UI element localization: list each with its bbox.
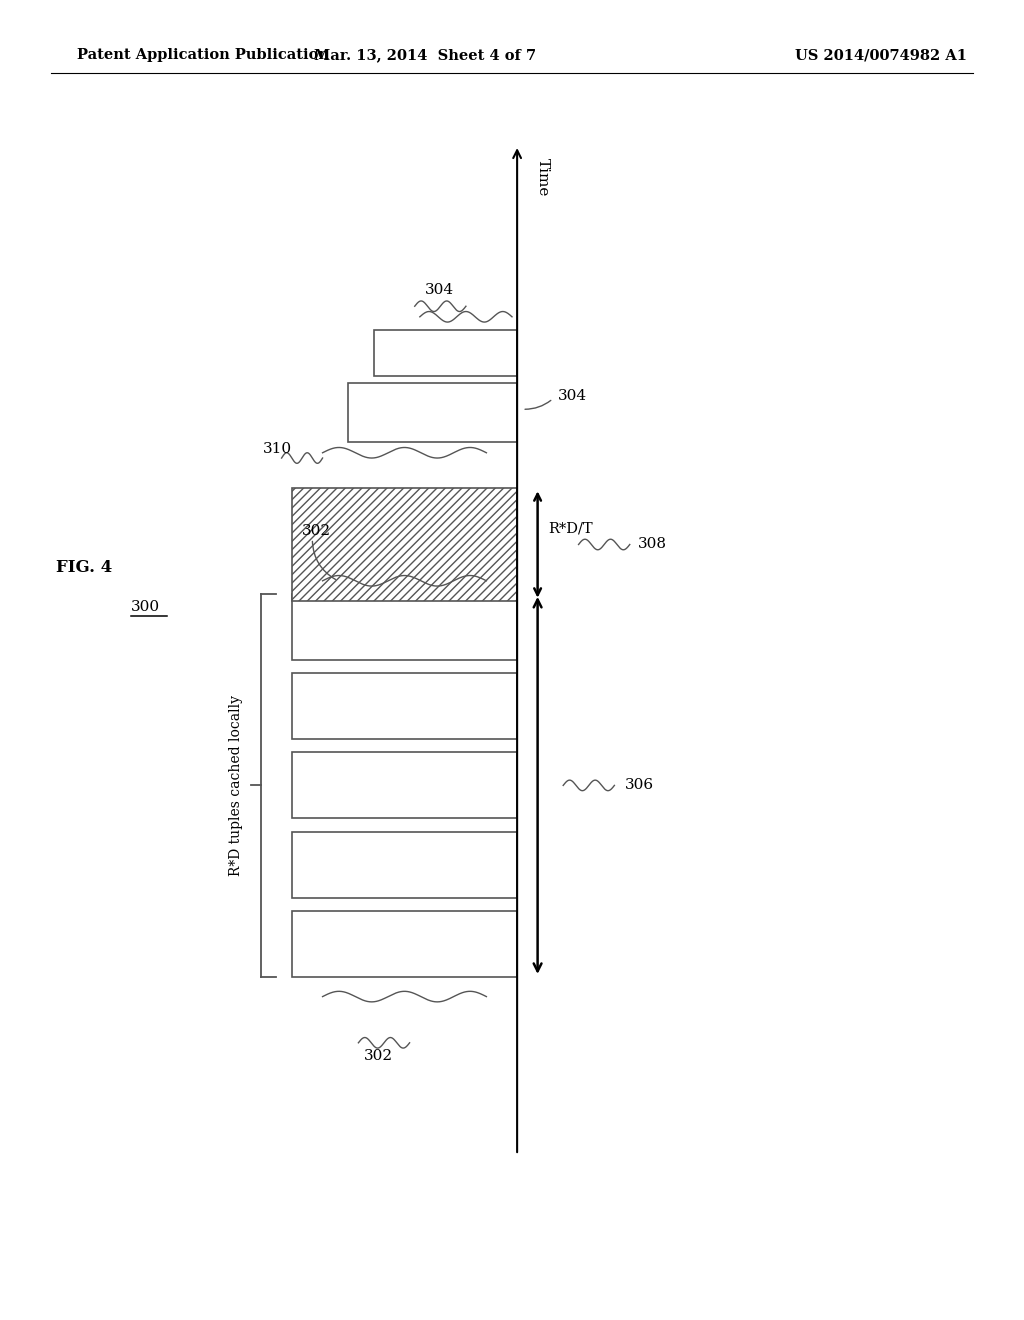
- Text: FIG. 4: FIG. 4: [56, 560, 113, 576]
- Text: US 2014/0074982 A1: US 2014/0074982 A1: [795, 49, 967, 62]
- Text: R*D tuples cached locally: R*D tuples cached locally: [228, 694, 243, 876]
- Text: 306: 306: [625, 779, 653, 792]
- Text: 308: 308: [638, 537, 667, 552]
- Text: 302: 302: [302, 524, 331, 537]
- Text: Time: Time: [536, 158, 550, 197]
- Bar: [292, 488, 517, 601]
- Text: Mar. 13, 2014  Sheet 4 of 7: Mar. 13, 2014 Sheet 4 of 7: [314, 49, 536, 62]
- Text: Patent Application Publication: Patent Application Publication: [77, 49, 329, 62]
- Text: 300: 300: [131, 601, 160, 614]
- Bar: [292, 832, 517, 898]
- Bar: [374, 330, 517, 376]
- Bar: [292, 911, 517, 977]
- Text: R*D/T: R*D/T: [548, 521, 593, 536]
- Bar: [348, 383, 517, 442]
- Bar: [292, 673, 517, 739]
- Bar: [292, 752, 517, 818]
- Text: 304: 304: [558, 389, 587, 403]
- Text: 302: 302: [364, 1049, 392, 1063]
- Text: 310: 310: [263, 442, 292, 455]
- Text: 304: 304: [425, 284, 454, 297]
- Bar: [292, 594, 517, 660]
